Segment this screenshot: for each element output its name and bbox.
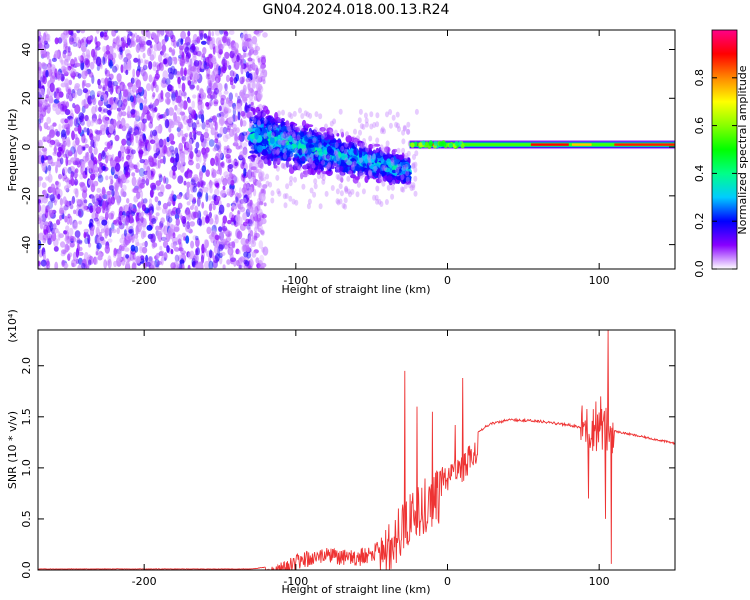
figure-title: GN04.2024.018.00.13.R24: [263, 2, 450, 18]
spectrogram-ytick-label: 0: [20, 144, 33, 151]
colorbar-tick-label: 0.8: [693, 69, 706, 87]
spectrogram-xtick-label: 0: [444, 274, 451, 287]
snr-multiplier: (x10⁴): [6, 309, 19, 343]
snr-ytick-label: 0.5: [20, 510, 33, 528]
snr-panel: -200 -100 0 100 0.0 0.5 1.0 1.5 2.0 Height of st…: [6, 309, 676, 596]
snr-xtick-label: -100: [283, 575, 308, 588]
colorbar-gradient: [711, 29, 738, 270]
spectrogram-ytick-label: 20: [20, 91, 33, 105]
spectrogram-ytick-label: 40: [20, 43, 33, 57]
colorbar-label: Normalized spectral amplitude: [736, 65, 749, 234]
colorbar-tick-label: 0.6: [693, 117, 706, 135]
spectrogram-ytick-label: -40: [20, 236, 33, 254]
snr-ytick-label: 1.5: [20, 408, 33, 426]
colorbar-tick-label: 0.2: [693, 212, 706, 230]
colorbar-ticks: 0.0 0.2 0.4 0.6 0.8: [693, 69, 737, 278]
spectrogram-xtick-label: -100: [283, 274, 308, 287]
spectrogram-ylabel: Frequency (Hz): [6, 109, 19, 192]
snr-xtick-label: -200: [132, 575, 157, 588]
snr-ytick-label: 0.0: [20, 561, 33, 579]
snr-series-line: [38, 330, 675, 570]
snr-xtick-label: 100: [589, 575, 610, 588]
snr-xtick-label: 0: [444, 575, 451, 588]
colorbar: 0.0 0.2 0.4 0.6 0.8 Normalized spectral ampl…: [693, 29, 749, 278]
snr-frame: [37, 329, 676, 571]
spectrogram-frame: [37, 29, 676, 270]
snr-ylabel: SNR (10 * v/v): [6, 411, 19, 489]
spectrogram-xtick-label: -200: [132, 274, 157, 287]
colorbar-tick-label: 0.0: [693, 260, 706, 278]
spectrogram-ytick-label: -20: [20, 187, 33, 205]
colorbar-tick-label: 0.4: [693, 165, 706, 183]
snr-ytick-label: 1.0: [20, 459, 33, 477]
snr-ticks: -200 -100 0 100 0.0 0.5 1.0 1.5 2.0: [20, 330, 675, 588]
spectrogram-heatmap: [38, 30, 675, 269]
snr-ytick-label: 2.0: [20, 357, 33, 375]
snr-xlabel: Height of straight line (km): [281, 583, 430, 596]
spectrogram-xtick-label: 100: [589, 274, 610, 287]
spectrogram-xlabel: Height of straight line (km): [281, 283, 430, 296]
